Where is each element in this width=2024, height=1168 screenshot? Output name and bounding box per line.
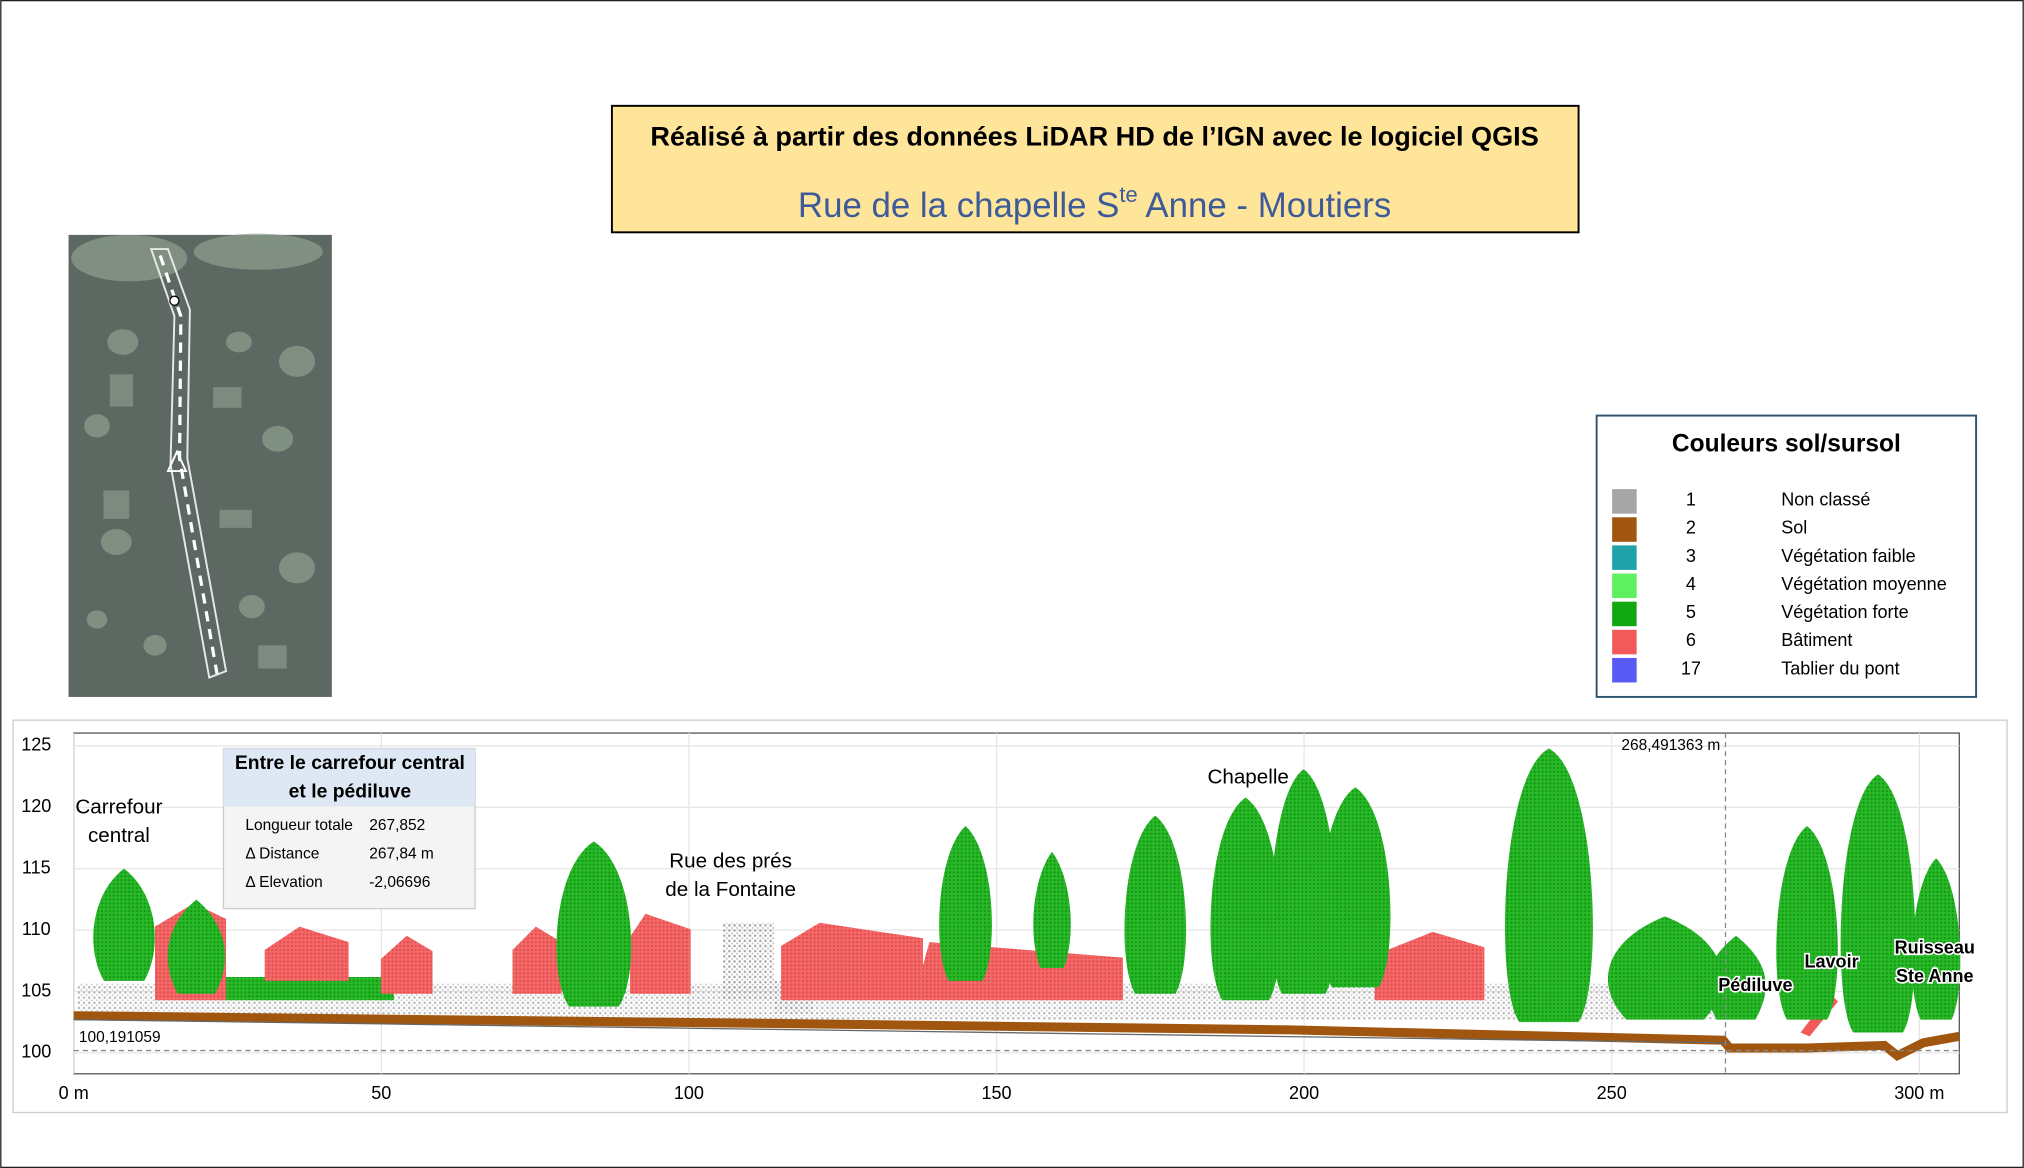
building: [780, 922, 923, 1001]
legend-label: Bâtiment: [1781, 630, 1852, 650]
legend-label: Sol: [1781, 518, 1807, 538]
low-vegetation: [226, 976, 394, 1001]
legend-label: Non classé: [1781, 490, 1870, 510]
building: [380, 935, 433, 994]
profile-line: [73, 1018, 1730, 1044]
subtitle-rest: Anne - Moutiers: [1138, 186, 1392, 225]
building: [512, 926, 562, 994]
annotation: Pédiluve: [1718, 975, 1792, 995]
tree: [1124, 815, 1187, 994]
y-tick-label: 110: [22, 919, 51, 939]
tree: [1706, 935, 1766, 1020]
x-tick-label: 150: [981, 1083, 1011, 1103]
x-tick-label: 50: [371, 1083, 391, 1103]
x-tick-label: 250: [1597, 1083, 1627, 1103]
legend-swatch: [1612, 601, 1637, 627]
legend-label: Végétation faible: [1781, 546, 1915, 566]
tree: [1270, 769, 1337, 994]
map-thumbnail: [68, 233, 332, 697]
building: [1374, 931, 1485, 1001]
legend-code: 3: [1686, 546, 1696, 566]
reference-label: 100,191059: [79, 1029, 161, 1046]
tree: [1840, 774, 1916, 1033]
legend-label: Végétation moyenne: [1781, 574, 1947, 594]
tree: [1504, 748, 1593, 1023]
y-tick-label: 120: [21, 796, 51, 816]
tree: [1607, 916, 1723, 1020]
x-tick-label: 200: [1289, 1083, 1319, 1103]
annotation: Ste Anne: [1896, 966, 1974, 986]
tooltip-value: 267,84 m: [369, 845, 434, 862]
legend-swatch: [1612, 545, 1637, 570]
annotation: central: [88, 824, 150, 847]
tree: [1320, 787, 1391, 988]
legend-label: Tablier du pont: [1781, 658, 1899, 678]
title-box: [610, 104, 1580, 234]
annotation: Rue des prés: [669, 850, 792, 873]
tree: [1911, 858, 1961, 1020]
legend-code: 6: [1686, 630, 1696, 650]
legend-swatch: [1612, 573, 1637, 599]
x-tick-label: 100: [674, 1083, 704, 1103]
reference-label: 268,491363 m: [1621, 737, 1720, 754]
legend-code: 2: [1686, 518, 1696, 538]
legend-swatch: [1612, 517, 1637, 542]
tree: [1033, 851, 1071, 968]
annotation: de la Fontaine: [665, 878, 796, 901]
point-cloud: [73, 733, 1961, 1074]
title: Réalisé à partir des données LiDAR HD de…: [650, 120, 1538, 151]
legend-swatch: [1612, 629, 1637, 655]
legend-code: 4: [1686, 574, 1696, 594]
legend-code: 5: [1686, 602, 1696, 622]
annotation: Chapelle: [1207, 766, 1288, 789]
y-tick-label: 100: [21, 1042, 51, 1062]
subtitle: Rue de la chapelle Ste Anne - Moutiers: [798, 182, 1391, 225]
subtitle-main: Rue de la chapelle S: [798, 186, 1119, 225]
x-tick-label: 0 m: [59, 1083, 89, 1103]
tooltip-title: et le pédiluve: [289, 781, 412, 803]
tooltip-key: Longueur totale: [245, 817, 353, 834]
y-tick-label: 105: [21, 980, 51, 1000]
y-tick-label: 125: [21, 735, 51, 755]
tooltip-title: Entre le carrefour central: [235, 752, 465, 774]
legend-title: Couleurs sol/sursol: [1672, 431, 1901, 458]
tree: [1776, 825, 1838, 1020]
tree: [93, 868, 155, 981]
annotation: Carrefour: [75, 795, 162, 818]
tooltip-key: Δ Elevation: [245, 874, 322, 891]
tree: [1210, 797, 1281, 1001]
tree: [939, 825, 992, 981]
tooltip-value: 267,852: [369, 817, 425, 834]
legend-swatch: [1612, 657, 1637, 683]
ground: [73, 1011, 1961, 1062]
tooltip-value: -2,06696: [369, 874, 430, 891]
legend-swatch: [1612, 489, 1637, 514]
building: [629, 913, 691, 994]
annotation: Ruisseau: [1895, 937, 1975, 957]
tree: [167, 899, 225, 994]
y-tick-label: 115: [22, 858, 51, 878]
legend-code: 1: [1686, 490, 1696, 510]
building: [264, 926, 349, 981]
annotation: Lavoir: [1804, 952, 1858, 972]
legend-box: [1595, 414, 1978, 698]
legend-code: 17: [1681, 658, 1701, 678]
subtitle-sup: te: [1119, 182, 1137, 207]
legend-label: Végétation forte: [1781, 602, 1908, 622]
tooltip-key: Δ Distance: [245, 845, 319, 862]
x-tick-label: 300 m: [1894, 1083, 1944, 1103]
tooltip-header: [223, 748, 476, 807]
tree: [556, 841, 632, 1007]
noise-cluster: [722, 922, 775, 1001]
